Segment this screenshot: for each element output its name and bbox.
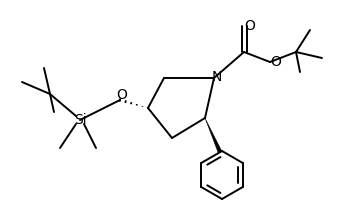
Text: O: O — [245, 19, 256, 33]
Text: O: O — [117, 88, 127, 102]
Text: Si: Si — [74, 113, 86, 127]
Text: O: O — [271, 55, 282, 69]
Polygon shape — [205, 118, 222, 153]
Text: N: N — [212, 70, 222, 84]
